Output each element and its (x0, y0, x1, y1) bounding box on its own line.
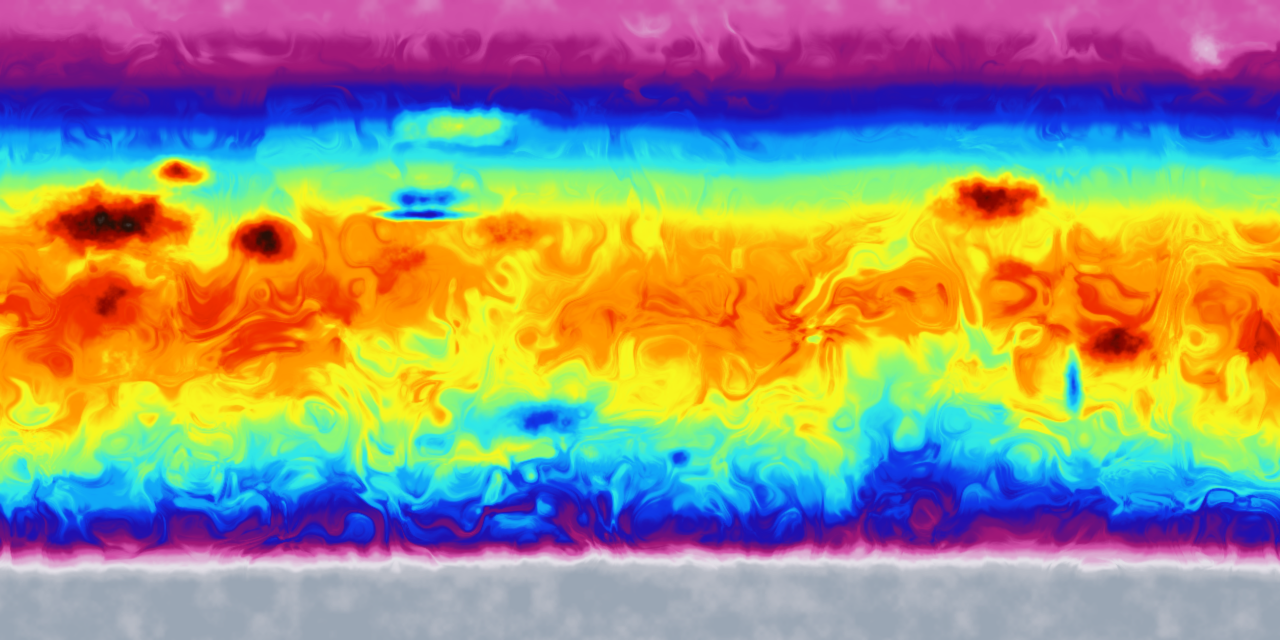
global-temperature-visualization (0, 0, 1280, 640)
temperature-map-raster (0, 0, 1280, 640)
